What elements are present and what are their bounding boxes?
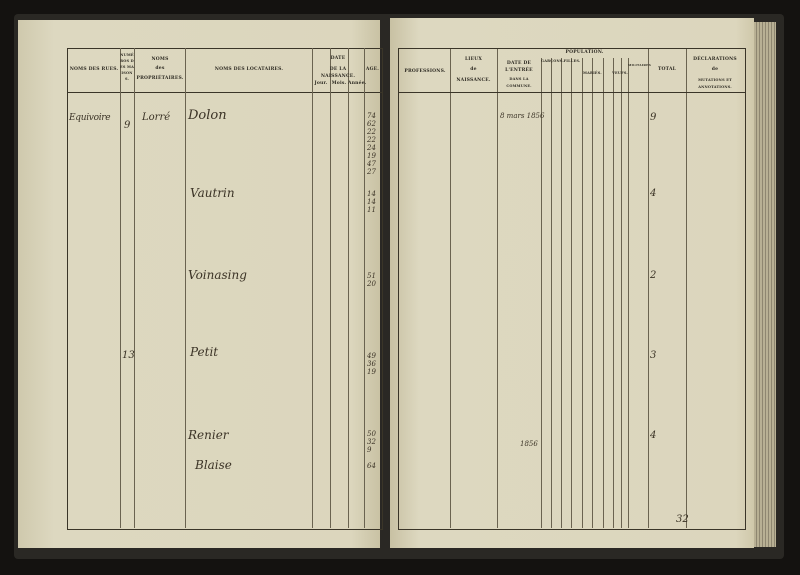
- header-lieux: LIEUX: [464, 57, 483, 62]
- page-edges: [754, 22, 776, 547]
- column-rule: [134, 48, 135, 528]
- header-total: TOTAL: [657, 67, 677, 72]
- header-annee: Année.: [348, 81, 367, 86]
- column-rule: [582, 58, 583, 528]
- entry-age: 20: [367, 280, 376, 288]
- column-rule: [628, 58, 629, 528]
- entry-age: 32: [367, 438, 376, 446]
- entry-age: 14: [367, 198, 376, 206]
- header-declarations-de: de: [711, 67, 719, 72]
- entry-total: 4: [650, 430, 657, 441]
- entry-locataire: Renier: [188, 428, 229, 442]
- header-lieux-de: de: [470, 67, 477, 72]
- right-table-frame: [398, 48, 746, 530]
- column-rule: [120, 48, 121, 528]
- entry-locataire: Voinasing: [188, 268, 247, 282]
- entry-age: 24: [367, 144, 376, 152]
- header-filles: FILLES.: [563, 59, 581, 63]
- left-table-frame: [67, 48, 383, 530]
- entry-age: 47: [367, 160, 376, 168]
- header-age: AGE.: [365, 67, 380, 72]
- header-mois: Mois.: [331, 81, 347, 86]
- entry-locataire: Blaise: [195, 458, 232, 472]
- entry-age: 22: [367, 128, 376, 136]
- column-rule: [330, 48, 331, 528]
- entry-age: 36: [367, 360, 376, 368]
- entry-age: 11: [367, 206, 376, 214]
- header-population: POPULATION.: [565, 50, 604, 55]
- entry-total: 2: [650, 270, 657, 281]
- column-rule: [541, 58, 542, 528]
- header-locataires: NOMS DES LOCATAIRES.: [214, 67, 284, 72]
- column-rule: [364, 48, 365, 528]
- header-entree-commune: DANS LA COMMUNE.: [506, 77, 532, 88]
- header-professions: PROFESSIONS.: [404, 69, 446, 74]
- column-rule: [450, 48, 451, 528]
- entry-age: 19: [367, 368, 376, 376]
- column-rule: [348, 48, 349, 528]
- column-rule: [561, 58, 562, 528]
- entry-total: 4: [650, 188, 657, 199]
- header-jour: Jour.: [314, 81, 328, 86]
- entry-numero: 9: [124, 120, 131, 131]
- header-entree: DATE DE L'ENTRÉE: [505, 61, 533, 73]
- column-rule: [185, 48, 186, 528]
- entry-proprietaire: Lorré: [142, 112, 171, 123]
- left-header-row: [67, 48, 383, 93]
- column-rule: [571, 58, 572, 528]
- entry-age: 51: [367, 272, 376, 280]
- header-proprietaires-3: PROPRIÉTAIRES.: [136, 76, 184, 81]
- header-mutations: MUTATIONS ET ANNOTATIONS.: [698, 78, 732, 89]
- entry-age: 62: [367, 120, 376, 128]
- column-rule: [312, 48, 313, 528]
- column-rule: [621, 58, 622, 528]
- entry-age: 50: [367, 430, 376, 438]
- entry-numero: 13: [122, 350, 135, 361]
- header-militaires: MILITAIRES: [628, 63, 651, 67]
- header-numeros: NUMÉROS DES MAISONS.: [120, 53, 135, 81]
- entry-date-entree: 1856: [520, 440, 538, 448]
- left-page: [18, 20, 380, 548]
- entry-age: 74: [367, 112, 376, 120]
- header-date: DATE: [330, 56, 346, 61]
- header-naissance: NAISSANCE.: [456, 78, 491, 83]
- entry-age: 19: [367, 152, 376, 160]
- entry-age: 64: [367, 462, 376, 470]
- entry-total: 3: [650, 350, 657, 361]
- header-date-naissance: DE LA NAISSANCE.: [320, 67, 356, 79]
- header-maries: MARIÉS.: [583, 71, 602, 75]
- entry-locataire: Petit: [190, 345, 219, 359]
- column-rule: [603, 58, 604, 528]
- footer-total: 32: [676, 514, 689, 525]
- entry-rue: Equivoire: [69, 113, 111, 123]
- right-header-row: [398, 48, 746, 93]
- column-rule: [648, 48, 649, 528]
- column-rule: [551, 58, 552, 528]
- header-rues: NOMS DES RUES.: [69, 67, 119, 72]
- header-garcons: GARÇONS.: [541, 59, 564, 63]
- header-declarations: DÉCLARATIONS: [693, 57, 737, 62]
- entry-locataire: Dolon: [188, 108, 227, 123]
- entry-date-entree: 8 mars 1856: [500, 112, 545, 120]
- header-proprietaires: NOMS: [151, 57, 169, 62]
- entry-total: 9: [650, 112, 657, 123]
- column-rule: [497, 48, 498, 528]
- entry-age: 22: [367, 136, 376, 144]
- entry-locataire: Vautrin: [190, 186, 235, 200]
- entry-age: 14: [367, 190, 376, 198]
- entry-age: 49: [367, 352, 376, 360]
- header-veufs: VEUFS.: [612, 71, 628, 75]
- entry-age: 27: [367, 168, 376, 176]
- header-proprietaires-des: des: [155, 66, 165, 71]
- column-rule: [592, 58, 593, 528]
- column-rule: [613, 58, 614, 528]
- entry-age: 9: [367, 446, 372, 454]
- column-rule: [686, 48, 687, 528]
